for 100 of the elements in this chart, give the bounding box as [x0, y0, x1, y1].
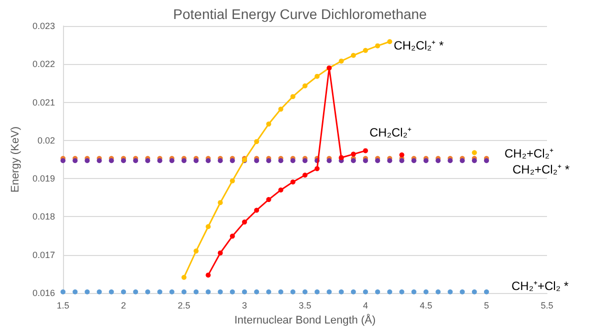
point: [133, 158, 138, 164]
point: [302, 289, 308, 294]
point: [145, 158, 150, 164]
point: [302, 158, 308, 164]
y-tick-label: 0.018: [32, 212, 55, 222]
point: [60, 158, 66, 164]
point: [84, 289, 90, 294]
point: [254, 158, 260, 164]
point: [350, 152, 356, 157]
point: [169, 158, 174, 164]
y-axis-title: Energy (KeV): [10, 126, 22, 193]
x-tick-label: 1.5: [56, 300, 70, 310]
point: [194, 158, 199, 164]
point: [254, 208, 260, 213]
point: [460, 289, 465, 294]
point: [230, 289, 235, 294]
point: [278, 106, 284, 112]
point: [108, 158, 114, 164]
series-label: CH₂Cl₂⁺: [370, 126, 412, 140]
series-label: CH₂+Cl₂⁺: [504, 146, 554, 160]
y-tick-label: 0.02: [37, 135, 55, 146]
point: [290, 94, 296, 100]
x-tick-label: 5: [484, 300, 490, 310]
point: [363, 148, 368, 154]
point: [424, 158, 428, 164]
point: [460, 158, 465, 164]
point: [145, 289, 150, 294]
point: [302, 172, 308, 178]
point: [302, 83, 308, 88]
point: [399, 158, 404, 164]
point: [314, 289, 320, 294]
chart-title: Potential Energy Curve Dichloromethane: [173, 6, 428, 22]
point: [169, 289, 174, 294]
point: [387, 39, 392, 44]
point: [387, 289, 392, 294]
y-tick-label: 0.023: [32, 21, 55, 31]
point: [363, 289, 368, 294]
point: [84, 158, 90, 164]
x-tick-label: 2: [120, 300, 126, 310]
point: [242, 220, 247, 225]
point: [266, 289, 272, 294]
point: [242, 289, 247, 294]
point: [448, 158, 453, 164]
point: [206, 224, 211, 230]
point: [424, 289, 428, 294]
point: [218, 200, 223, 206]
y-tick-label: 0.022: [32, 59, 55, 70]
series-label: CH₂Cl₂⁺ *: [394, 38, 444, 53]
x-tick-label: 3.5: [298, 300, 312, 310]
point: [230, 158, 235, 164]
point: [314, 166, 320, 172]
point: [121, 158, 126, 164]
point: [218, 158, 223, 164]
point: [472, 158, 477, 164]
point: [206, 272, 211, 278]
point: [399, 289, 404, 294]
point: [266, 122, 272, 127]
point: [230, 234, 235, 239]
point: [266, 197, 272, 202]
x-tick-label: 4: [362, 300, 368, 310]
point: [194, 248, 199, 254]
point: [436, 289, 441, 294]
point: [338, 289, 344, 294]
point: [326, 289, 332, 294]
point: [484, 158, 489, 164]
point: [218, 250, 223, 256]
point: [266, 158, 272, 164]
y-tick-label: 0.017: [32, 250, 55, 260]
point: [230, 178, 235, 184]
x-axis-title: Internuclear Bond Length (Å): [234, 314, 376, 326]
point: [338, 58, 344, 64]
y-tick-label: 0.016: [32, 288, 55, 298]
point: [411, 158, 416, 164]
point: [121, 289, 126, 294]
point: [436, 158, 441, 164]
point: [218, 289, 223, 294]
point: [157, 158, 162, 164]
point: [206, 289, 211, 294]
point: [278, 289, 284, 294]
point: [290, 180, 296, 185]
point: [472, 289, 477, 294]
point: [278, 188, 284, 193]
point: [472, 150, 477, 156]
point: [194, 289, 199, 294]
y-tick-label: 0.021: [32, 97, 55, 108]
point: [399, 152, 404, 158]
point: [96, 289, 102, 294]
series-label: CH₂+Cl₂⁺ *: [512, 162, 570, 177]
point: [278, 158, 284, 164]
point: [314, 74, 320, 79]
point: [182, 289, 186, 294]
point: [290, 158, 296, 164]
point: [363, 158, 368, 164]
point: [182, 158, 186, 164]
point: [60, 289, 66, 294]
point: [290, 289, 296, 294]
point: [72, 289, 78, 294]
point: [375, 43, 380, 48]
point: [375, 158, 380, 164]
point: [133, 289, 138, 294]
